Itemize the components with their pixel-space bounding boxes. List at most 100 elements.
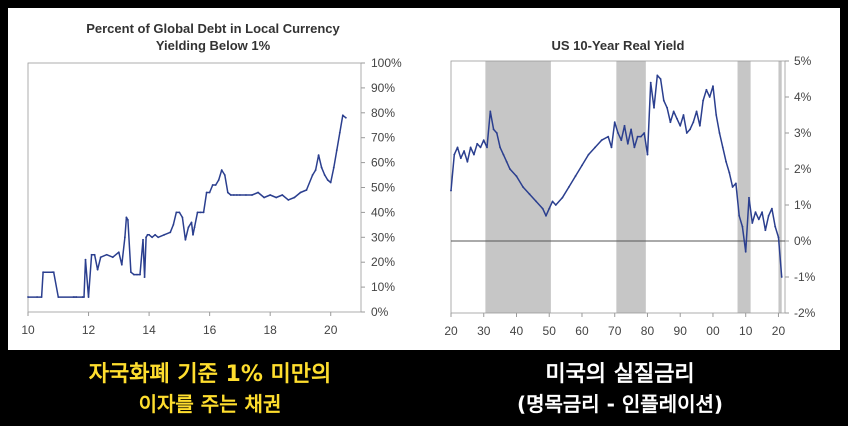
data-point: [133, 273, 135, 276]
data-point: [311, 174, 314, 176]
chart-us-10y-real-yield: US 10-Year Real Yield 20 30 40 50 60 70 80 90 00…: [444, 38, 815, 338]
data-point: [561, 196, 564, 199]
data-point: [52, 271, 55, 274]
data-point: [136, 273, 138, 276]
data-point: [220, 169, 223, 171]
data-point: [751, 222, 754, 224]
data-point: [314, 169, 317, 171]
y-tick-label: 1%: [794, 198, 812, 212]
x-tick-label: 60: [575, 324, 589, 338]
data-point: [229, 194, 232, 196]
data-point: [181, 216, 184, 219]
data-point: [767, 214, 770, 217]
x-tick-label: 40: [510, 324, 524, 338]
data-point: [754, 211, 757, 214]
data-point: [600, 139, 603, 142]
data-point: [142, 238, 144, 241]
data-point: [771, 207, 773, 210]
y-tick-label: 4%: [794, 90, 812, 104]
data-point: [731, 186, 734, 188]
data-point: [190, 221, 193, 224]
data-point: [738, 214, 741, 217]
data-point: [748, 196, 750, 199]
shaded-period: [485, 61, 551, 313]
y-tick-label: 3%: [794, 126, 812, 140]
x-tick-label: 16: [203, 323, 217, 337]
data-point: [672, 110, 675, 113]
data-point: [145, 236, 147, 239]
data-point: [235, 194, 238, 196]
y-tick-label: 20%: [371, 255, 395, 269]
data-point: [323, 174, 326, 176]
data-point: [676, 117, 678, 120]
data-point: [721, 146, 724, 149]
y-tick-label: 2%: [794, 162, 812, 176]
data-point: [649, 81, 652, 84]
data-point: [528, 193, 531, 196]
data-point: [90, 253, 93, 256]
x-tick-label: 10: [21, 323, 35, 337]
data-point: [712, 85, 714, 88]
data-point: [83, 296, 85, 298]
data-point: [656, 74, 659, 77]
right-caption-line2: (명목금리 - 인플레이션): [516, 392, 724, 416]
data-point: [51, 271, 54, 274]
data-point: [329, 181, 332, 184]
x-tick-label: 00: [706, 324, 720, 338]
x-tick-label: 10: [739, 324, 753, 338]
data-point: [154, 233, 157, 236]
data-point: [172, 223, 175, 226]
data-point: [257, 191, 259, 194]
data-point: [105, 253, 108, 256]
x-tick-label: 50: [543, 324, 557, 338]
data-point: [613, 121, 616, 124]
data-point: [99, 256, 102, 259]
data-point: [587, 153, 590, 156]
data-point: [130, 271, 132, 274]
data-point: [169, 231, 172, 234]
data-point: [640, 135, 642, 138]
data-point: [757, 218, 760, 221]
data-point: [636, 135, 639, 138]
left-caption-line2: 이자를 주는 채권: [138, 392, 282, 416]
data-point: [466, 160, 469, 163]
data-point: [40, 296, 43, 298]
y-tick-label: 0%: [794, 234, 812, 248]
data-point: [653, 106, 655, 109]
data-point: [502, 153, 505, 156]
data-point: [96, 268, 99, 271]
data-point: [202, 211, 205, 214]
data-point: [193, 226, 196, 229]
data-point: [777, 236, 780, 239]
data-point: [456, 146, 459, 149]
data-point: [741, 225, 744, 228]
data-point: [120, 263, 123, 266]
data-point: [780, 276, 783, 278]
data-point: [535, 200, 538, 203]
data-point: [734, 182, 737, 185]
left-caption: 자국화폐 기준 1% 미만의 이자를 주는 채권: [40, 360, 380, 418]
left-caption-line1: 자국화폐 기준 1% 미만의: [88, 362, 332, 387]
x-tick-label: 70: [608, 324, 622, 338]
data-point: [715, 114, 718, 116]
data-point: [643, 132, 646, 134]
data-point: [551, 200, 554, 203]
data-point: [469, 146, 472, 149]
data-point: [305, 189, 308, 191]
data-point: [574, 175, 577, 178]
y-tick-label: 50%: [371, 181, 395, 195]
data-point: [662, 99, 665, 102]
data-point: [679, 124, 682, 127]
data-point: [320, 166, 323, 169]
data-point: [482, 139, 485, 142]
y-tick-label: 70%: [371, 131, 395, 145]
data-point: [505, 160, 508, 163]
data-point: [479, 146, 482, 149]
data-point: [463, 150, 465, 152]
x-tick-label: 18: [264, 323, 278, 337]
data-point: [617, 132, 619, 134]
data-point: [205, 191, 208, 194]
data-point: [275, 196, 278, 199]
data-point: [332, 166, 335, 169]
data-point: [495, 132, 498, 134]
